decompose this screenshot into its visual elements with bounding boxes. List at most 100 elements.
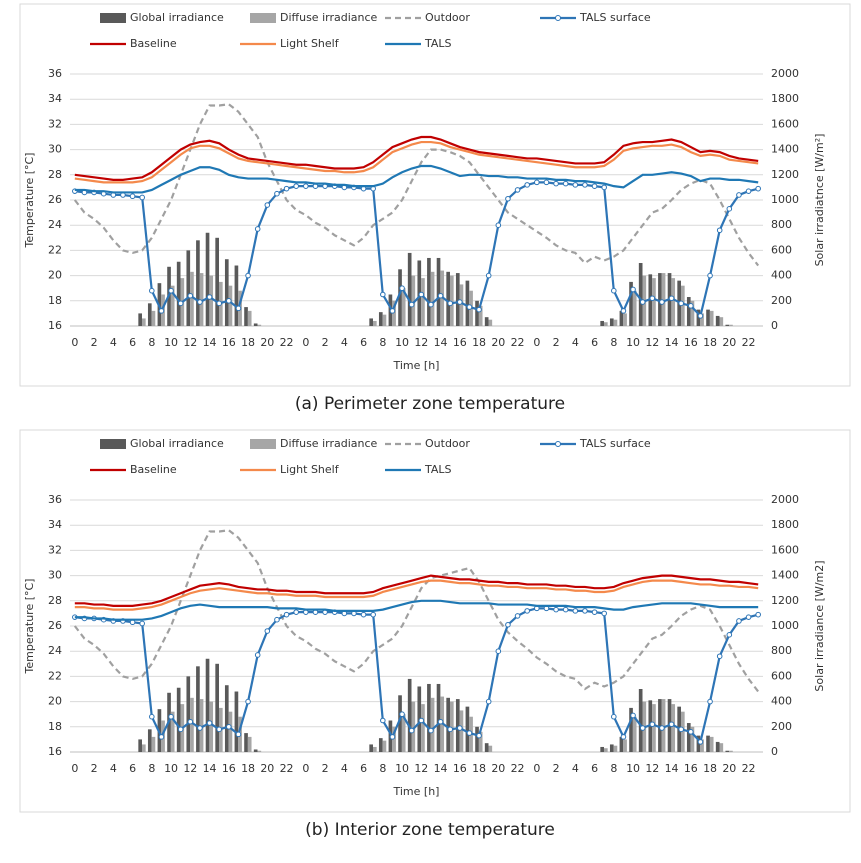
bar — [190, 271, 194, 326]
point-marker — [380, 291, 386, 298]
x-tick-label: 12 — [645, 336, 659, 349]
x-tick-label: 16 — [684, 336, 698, 349]
bar — [257, 750, 262, 752]
point-marker — [206, 294, 213, 300]
x-tick-label: 10 — [395, 762, 409, 775]
bar — [196, 666, 200, 752]
point-marker — [495, 648, 502, 655]
caption: (b) Interior zone temperature — [305, 820, 555, 840]
bar — [401, 288, 406, 326]
point-marker — [370, 611, 376, 618]
bar — [205, 658, 210, 752]
x-tick-label: 16 — [453, 762, 467, 775]
bar — [629, 281, 633, 326]
point-marker — [274, 190, 280, 197]
y-tick-label: 30 — [48, 143, 62, 156]
bar — [619, 310, 624, 326]
x-tick-label: 10 — [395, 336, 409, 349]
bar — [427, 257, 431, 326]
bar — [706, 309, 710, 326]
point-marker — [187, 718, 194, 725]
series-line — [73, 529, 760, 693]
bar — [671, 278, 676, 326]
bar — [623, 739, 627, 752]
y-tick-label: 26 — [48, 193, 62, 206]
x-tick-label: 22 — [742, 762, 756, 775]
x-tick-label: 14 — [434, 336, 448, 349]
y2-tick-label: 1800 — [771, 92, 799, 105]
y2-tick-label: 600 — [771, 669, 792, 682]
x-tick-label: 8 — [610, 336, 617, 349]
x-tick-label: 14 — [665, 336, 679, 349]
bar — [228, 285, 233, 326]
x-tick-label: 10 — [164, 336, 178, 349]
bar — [632, 716, 637, 752]
bar — [632, 290, 637, 326]
y-tick-label: 20 — [48, 269, 62, 282]
point-marker — [139, 194, 145, 201]
bar — [609, 744, 614, 752]
x-tick-label: 14 — [203, 336, 217, 349]
y2-tick-label: 0 — [771, 319, 778, 332]
x-tick-label: 6 — [591, 336, 598, 349]
y2-tick-label: 400 — [771, 695, 792, 708]
point-marker — [736, 618, 742, 624]
y-tick-label: 30 — [48, 569, 62, 582]
x-tick-label: 18 — [241, 762, 255, 775]
x-tick-label: 2 — [553, 336, 560, 349]
legend-label: Global irradiance — [130, 437, 224, 450]
y-tick-label: 32 — [48, 117, 62, 130]
point-marker — [408, 301, 415, 308]
y-tick-label: 22 — [48, 669, 62, 682]
point-marker — [611, 713, 617, 720]
point-marker — [736, 192, 742, 198]
bar — [398, 695, 402, 752]
x-tick-label: 8 — [379, 336, 386, 349]
x-tick-label: 16 — [684, 762, 698, 775]
point-marker — [139, 620, 145, 627]
point-marker — [697, 739, 704, 745]
y-tick-label: 16 — [48, 745, 62, 758]
bar — [652, 704, 656, 752]
y-tick-label: 26 — [48, 619, 62, 632]
y2-tick-label: 200 — [771, 294, 792, 307]
point-marker — [197, 725, 203, 731]
point-marker — [495, 222, 502, 228]
bar — [709, 310, 714, 326]
bar — [488, 745, 493, 752]
y2-tick-label: 400 — [771, 269, 792, 282]
bar — [392, 300, 396, 326]
y-tick-label: 28 — [48, 168, 62, 181]
point-marker — [688, 303, 694, 309]
point-marker — [553, 606, 559, 613]
series-line — [74, 599, 759, 621]
point-marker — [553, 180, 559, 187]
point-marker — [168, 713, 174, 720]
legend-swatch — [250, 13, 276, 23]
bar — [609, 318, 614, 326]
x-tick-label: 6 — [129, 762, 136, 775]
point-marker — [264, 202, 271, 208]
series-line — [74, 164, 759, 194]
y2-tick-label: 1400 — [771, 569, 799, 582]
bar — [455, 699, 460, 752]
point-marker — [389, 308, 396, 314]
point-marker — [283, 185, 290, 192]
point-marker — [668, 721, 675, 728]
legend-label: TALS surface — [579, 437, 651, 450]
point-marker — [630, 712, 636, 719]
point-marker — [745, 614, 752, 620]
bar — [658, 273, 662, 326]
bar — [706, 735, 710, 752]
bar — [138, 739, 142, 752]
bar — [411, 701, 416, 752]
y2-tick-label: 0 — [771, 745, 778, 758]
bar — [680, 285, 685, 326]
series-line — [74, 135, 759, 181]
y-tick-label: 36 — [48, 493, 62, 506]
point-marker — [582, 608, 588, 614]
x-tick-label: 8 — [148, 336, 155, 349]
bar — [199, 273, 204, 326]
bar — [369, 318, 373, 326]
x-tick-label: 10 — [626, 762, 640, 775]
